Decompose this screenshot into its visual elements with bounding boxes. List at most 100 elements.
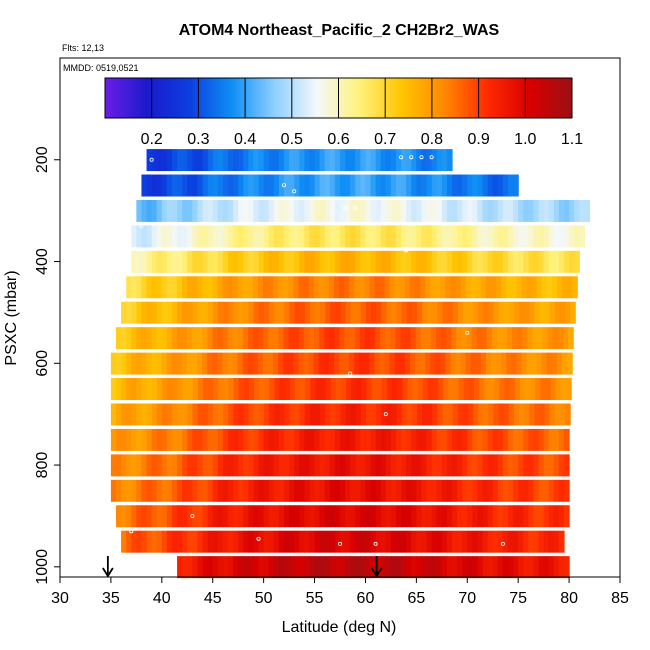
heatmap-cell xyxy=(110,403,117,426)
heatmap-cell xyxy=(401,505,407,528)
heatmap-cell xyxy=(329,479,336,502)
heatmap-cell xyxy=(360,250,367,273)
heatmap-cell xyxy=(508,428,514,451)
heatmap-cell xyxy=(121,428,127,451)
heatmap-cell xyxy=(289,301,296,324)
heatmap-cell xyxy=(126,505,132,528)
heatmap-cell xyxy=(538,530,545,553)
heatmap-cell xyxy=(116,505,122,528)
heatmap-cell xyxy=(207,225,214,248)
dates-note: MMDD: 0519,0521 xyxy=(63,63,139,73)
heatmap-cell xyxy=(167,378,173,401)
heatmap-cell xyxy=(355,149,361,172)
colorbar-tick-label: 0.5 xyxy=(281,131,303,148)
heatmap-cell xyxy=(258,199,265,222)
heatmap-cell xyxy=(197,454,204,477)
heatmap-cell xyxy=(502,428,509,451)
heatmap-cell xyxy=(508,505,514,528)
heatmap-cell xyxy=(386,403,393,426)
heatmap-cell xyxy=(472,454,479,477)
heatmap-cell xyxy=(222,149,229,172)
heatmap-cell xyxy=(329,250,336,273)
heatmap-cell xyxy=(401,225,407,248)
heatmap-band xyxy=(121,530,565,553)
sample-point xyxy=(292,189,297,194)
heatmap-cell xyxy=(252,352,259,375)
heatmap-cell xyxy=(390,556,397,579)
heatmap-cell xyxy=(273,225,280,248)
heatmap-cell xyxy=(503,301,510,324)
heatmap-cell xyxy=(263,428,270,451)
flights-note: Flts: 12,13 xyxy=(62,43,104,53)
heatmap-cell xyxy=(110,479,117,502)
heatmap-cell xyxy=(228,403,234,426)
heatmap-cell xyxy=(564,454,570,477)
heatmap-cell xyxy=(324,454,331,477)
heatmap-cell xyxy=(487,556,494,579)
heatmap-cell xyxy=(543,479,550,502)
heatmap-cell xyxy=(421,505,428,528)
heatmap-cell xyxy=(192,301,199,324)
heatmap-cell xyxy=(217,454,224,477)
heatmap-cell xyxy=(197,378,204,401)
heatmap-cell xyxy=(566,378,572,401)
heatmap-cell xyxy=(441,530,448,553)
heatmap-cell xyxy=(319,530,326,553)
heatmap-cell xyxy=(441,149,448,172)
heatmap-cell xyxy=(416,530,423,553)
heatmap-cell xyxy=(248,327,254,350)
sample-point xyxy=(139,223,144,228)
heatmap-cell xyxy=(228,250,234,273)
heatmap-cell xyxy=(411,530,417,553)
sample-point xyxy=(465,330,470,335)
sample-point xyxy=(353,206,358,211)
heatmap-cell xyxy=(503,403,510,426)
colorbar-tick-label: 0.8 xyxy=(421,131,443,148)
heatmap-cell xyxy=(136,225,143,248)
heatmap-cell xyxy=(488,301,495,324)
heatmap-cell xyxy=(156,403,163,426)
heatmap-cell xyxy=(457,174,463,197)
heatmap-cell xyxy=(274,301,280,324)
heatmap-cell xyxy=(421,174,428,197)
heatmap-cell xyxy=(202,378,209,401)
heatmap-cell xyxy=(350,174,356,197)
heatmap-cell xyxy=(263,454,270,477)
heatmap-cell xyxy=(318,276,325,299)
heatmap-cell xyxy=(115,352,122,375)
heatmap-cell xyxy=(151,378,158,401)
heatmap-cell xyxy=(258,250,265,273)
heatmap-cell xyxy=(533,250,540,273)
heatmap-cell xyxy=(446,505,453,528)
heatmap-cell xyxy=(156,428,163,451)
heatmap-cell xyxy=(380,174,387,197)
heatmap-cell xyxy=(294,199,300,222)
heatmap-cell xyxy=(354,352,360,375)
heatmap-cell xyxy=(415,352,421,375)
heatmap-cell xyxy=(258,174,265,197)
heatmap-cell xyxy=(232,352,239,375)
heatmap-cell xyxy=(465,352,472,375)
heatmap-cell xyxy=(217,556,224,579)
heatmap-cell xyxy=(411,505,417,528)
heatmap-cell xyxy=(562,352,568,375)
heatmap-cell xyxy=(385,428,392,451)
heatmap-cell xyxy=(390,454,397,477)
heatmap-cell xyxy=(350,556,356,579)
heatmap-cell xyxy=(415,276,421,299)
heatmap-cell xyxy=(207,403,214,426)
heatmap-cell xyxy=(360,530,367,553)
heatmap-cell xyxy=(345,505,351,528)
heatmap-cell xyxy=(151,479,158,502)
heatmap-cell xyxy=(121,530,127,553)
heatmap-cell xyxy=(446,199,453,222)
heatmap-cell xyxy=(371,378,378,401)
heatmap-cell xyxy=(156,199,163,222)
heatmap-cell xyxy=(411,149,417,172)
heatmap-cell xyxy=(533,225,540,248)
heatmap-cell xyxy=(370,428,377,451)
heatmap-cell xyxy=(487,225,494,248)
heatmap-cell xyxy=(485,352,492,375)
heatmap-cell xyxy=(375,530,382,553)
heatmap-cell xyxy=(294,479,300,502)
